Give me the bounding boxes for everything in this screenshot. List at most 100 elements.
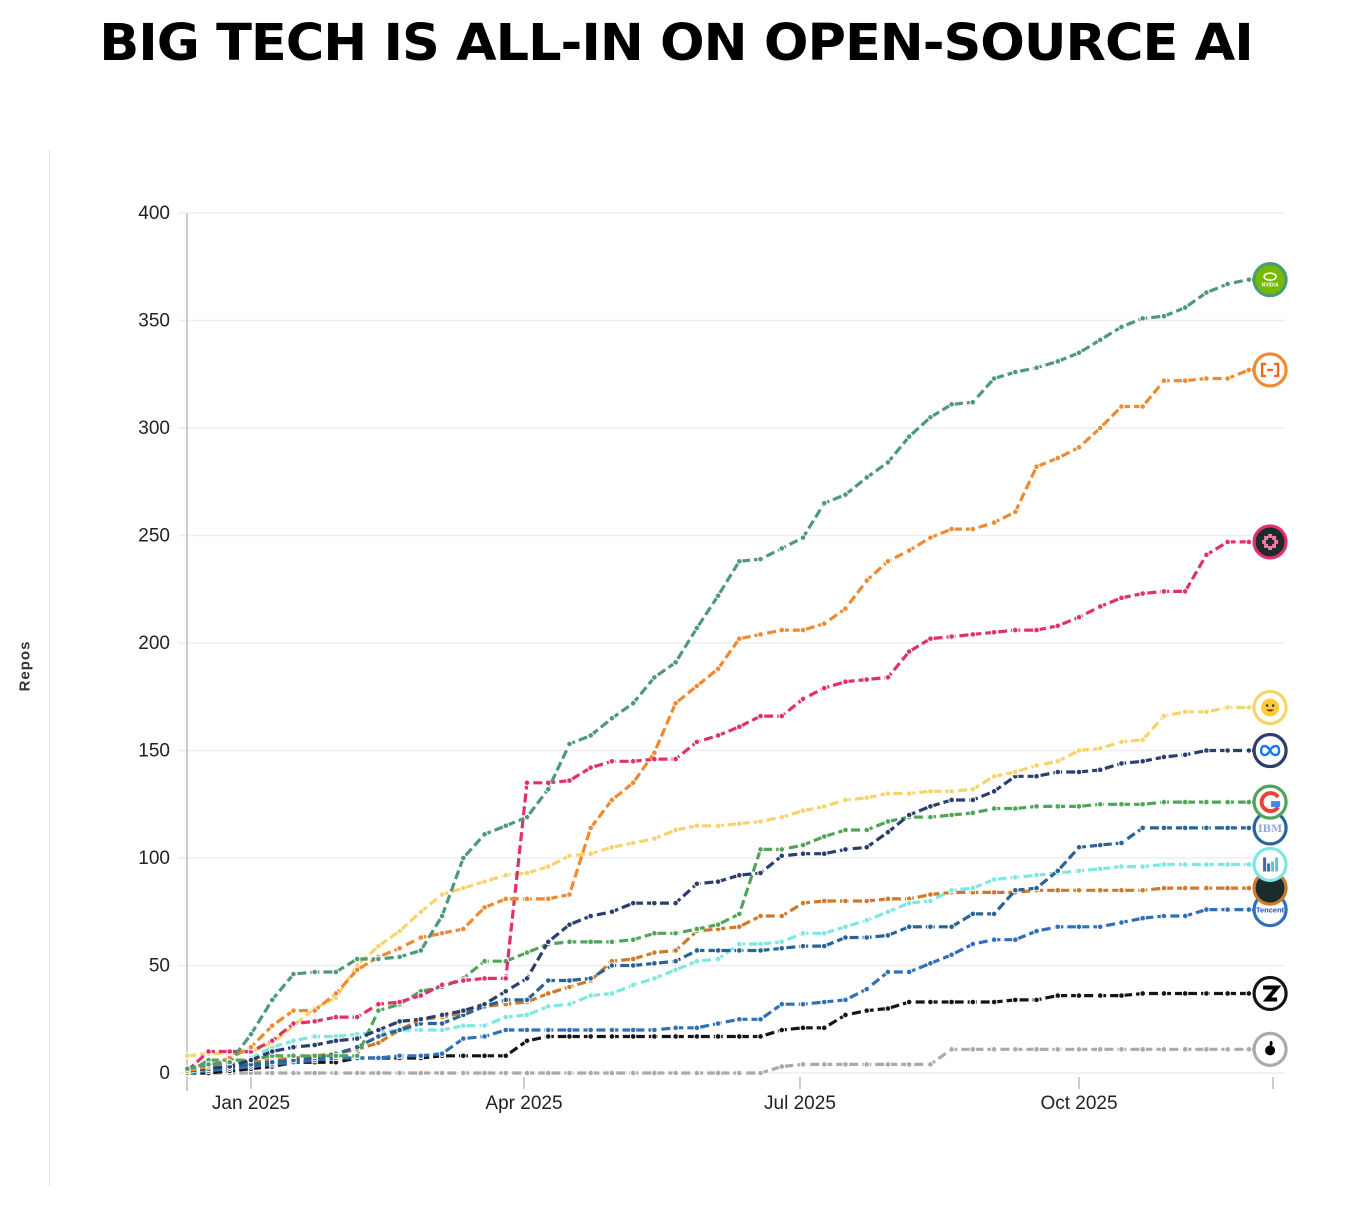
data-point xyxy=(629,1033,637,1040)
data-point xyxy=(1224,798,1231,806)
data-point xyxy=(523,813,531,821)
data-point xyxy=(566,921,573,928)
data-point xyxy=(1033,626,1040,634)
data-point xyxy=(1160,990,1168,997)
data-point xyxy=(1224,1046,1231,1053)
data-point xyxy=(1012,368,1019,376)
data-point xyxy=(990,1046,998,1053)
data-point xyxy=(1012,805,1019,812)
data-point xyxy=(1012,508,1019,516)
data-point xyxy=(714,1069,722,1077)
data-point xyxy=(523,1026,531,1034)
data-point xyxy=(460,854,467,862)
data-point xyxy=(353,966,361,974)
series-alibaba-cloud xyxy=(184,366,1271,1075)
data-point xyxy=(1139,886,1147,894)
data-point xyxy=(396,945,403,952)
data-point xyxy=(778,1026,786,1034)
data-point xyxy=(863,577,870,584)
data-point xyxy=(417,992,425,999)
data-point xyxy=(608,1069,616,1077)
data-point xyxy=(481,831,488,838)
data-point xyxy=(587,992,594,999)
data-point xyxy=(757,631,764,638)
bar-chart-logo xyxy=(1252,846,1288,883)
data-point xyxy=(714,955,722,963)
data-point xyxy=(693,682,701,690)
data-point xyxy=(1224,884,1231,892)
data-point xyxy=(417,947,425,954)
data-point xyxy=(905,968,913,976)
data-point xyxy=(757,1015,764,1023)
series-hugging-face xyxy=(184,704,1271,1060)
data-point xyxy=(587,1026,594,1034)
data-point xyxy=(672,899,679,907)
data-point xyxy=(481,1022,488,1029)
data-point xyxy=(863,794,870,802)
data-point xyxy=(1160,824,1168,832)
data-point xyxy=(608,938,616,946)
data-point xyxy=(1054,886,1062,894)
data-point xyxy=(799,626,807,634)
data-point xyxy=(523,779,531,787)
data-point xyxy=(566,777,573,784)
data-point xyxy=(523,869,531,877)
series-line xyxy=(187,748,1271,1073)
data-point xyxy=(905,433,913,440)
data-point xyxy=(948,1046,955,1053)
data-point xyxy=(1096,1046,1104,1053)
data-point xyxy=(332,1052,340,1060)
data-point xyxy=(1245,747,1253,754)
data-point xyxy=(481,1033,488,1040)
data-point xyxy=(820,942,828,950)
data-point xyxy=(1096,745,1104,752)
data-point xyxy=(842,923,849,931)
data-point xyxy=(757,1033,764,1040)
data-point xyxy=(948,796,955,804)
series-line xyxy=(187,886,1271,1071)
pink-asterisk-logo xyxy=(1252,524,1288,560)
data-point xyxy=(905,923,913,931)
data-point xyxy=(1181,751,1189,759)
data-point xyxy=(820,1061,828,1068)
data-point xyxy=(608,714,616,722)
data-point xyxy=(268,1037,276,1045)
data-point xyxy=(608,1033,616,1040)
data-point xyxy=(608,962,616,969)
data-point xyxy=(693,1069,701,1077)
data-point xyxy=(566,852,573,860)
data-point xyxy=(842,897,849,905)
data-point xyxy=(375,1026,382,1034)
data-point xyxy=(438,1020,446,1027)
data-point xyxy=(651,1069,658,1077)
data-point xyxy=(1245,861,1253,868)
data-point xyxy=(672,1024,679,1032)
data-point xyxy=(587,850,594,858)
data-point xyxy=(820,620,828,627)
data-point xyxy=(587,824,594,832)
data-point xyxy=(1139,590,1147,597)
series-google xyxy=(184,798,1271,1077)
data-point xyxy=(544,990,552,997)
data-point xyxy=(927,923,934,931)
data-point xyxy=(1075,768,1083,776)
data-point xyxy=(460,977,467,984)
data-point xyxy=(948,923,955,931)
data-point xyxy=(714,732,722,739)
data-point xyxy=(927,891,934,898)
series-line xyxy=(187,826,1271,1073)
data-point xyxy=(905,547,913,554)
data-point xyxy=(884,674,892,681)
data-point xyxy=(948,998,955,1006)
svg-text:NVIDIA: NVIDIA xyxy=(1262,283,1279,289)
data-point xyxy=(608,843,616,851)
data-point xyxy=(417,1015,425,1023)
data-point xyxy=(438,1069,446,1077)
data-point xyxy=(332,1037,340,1045)
data-point xyxy=(990,788,998,795)
data-point xyxy=(820,1024,828,1032)
data-point xyxy=(842,1061,849,1068)
data-point xyxy=(672,929,679,937)
data-point xyxy=(714,1033,722,1040)
data-point xyxy=(1139,757,1147,765)
